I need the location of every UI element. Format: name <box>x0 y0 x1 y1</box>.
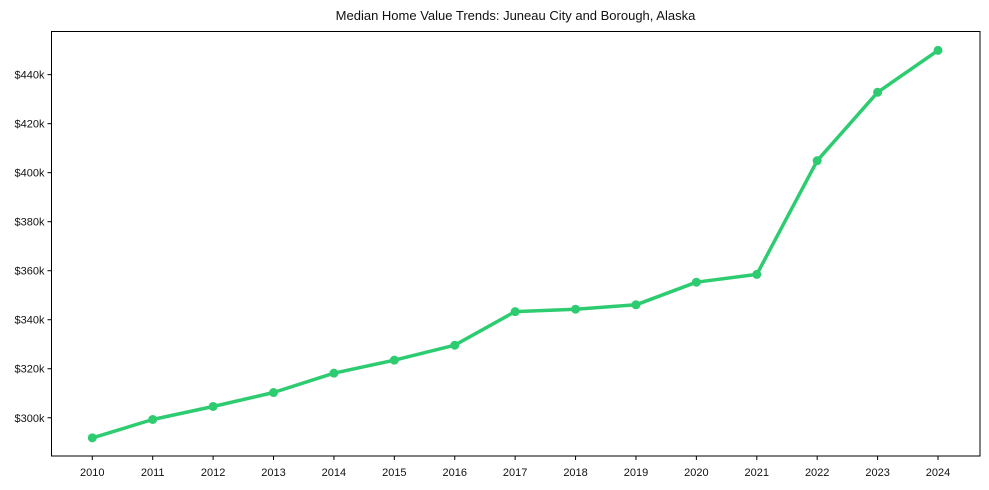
x-tick-label: 2014 <box>322 467 346 479</box>
x-tick-label: 2013 <box>261 467 285 479</box>
y-tick-label: $320k <box>15 364 45 376</box>
y-tick-label: $380k <box>15 217 45 229</box>
x-tick-label: 2012 <box>201 467 225 479</box>
x-tick-label: 2017 <box>503 467 527 479</box>
y-tick-label: $340k <box>15 315 45 327</box>
data-point <box>812 156 822 166</box>
x-tick-label: 2010 <box>80 467 104 479</box>
plot-area-frame <box>51 31 981 457</box>
x-tick-label: 2023 <box>865 467 889 479</box>
x-tick-label: 2020 <box>684 467 708 479</box>
y-tick-label: $420k <box>15 119 45 131</box>
data-point <box>631 300 641 310</box>
data-point <box>571 304 581 314</box>
data-point <box>933 45 943 55</box>
y-tick-label: $440k <box>15 70 45 82</box>
y-axis: $300k $320k $340k $360k $380k $400k $420k $440k <box>15 70 52 425</box>
x-tick-label: 2018 <box>563 467 587 479</box>
y-tick-label: $400k <box>15 168 45 180</box>
data-point <box>87 433 97 443</box>
x-tick-label: 2019 <box>624 467 648 479</box>
data-point-markers <box>87 45 943 443</box>
data-point <box>752 269 762 279</box>
x-axis: 2010 2011 2012 2013 2014 2015 2016 2017 2018 2019… <box>80 456 950 479</box>
data-point <box>148 414 158 424</box>
x-tick-label: 2015 <box>382 467 406 479</box>
x-tick-label: 2022 <box>805 467 829 479</box>
x-tick-label: 2016 <box>443 467 467 479</box>
y-tick-label: $360k <box>15 266 45 278</box>
chart-title: Median Home Value Trends: Juneau City an… <box>335 8 696 23</box>
y-tick-label: $300k <box>15 413 45 425</box>
data-point <box>389 355 399 365</box>
x-tick-label: 2021 <box>745 467 769 479</box>
data-point <box>510 307 520 317</box>
data-point <box>873 87 883 97</box>
data-point <box>329 368 339 378</box>
data-point <box>691 277 701 287</box>
data-point <box>450 340 460 350</box>
x-tick-label: 2011 <box>141 467 165 479</box>
data-point <box>208 401 218 411</box>
data-point <box>269 388 279 398</box>
x-tick-label: 2024 <box>926 467 950 479</box>
median-value-line <box>90 48 940 440</box>
